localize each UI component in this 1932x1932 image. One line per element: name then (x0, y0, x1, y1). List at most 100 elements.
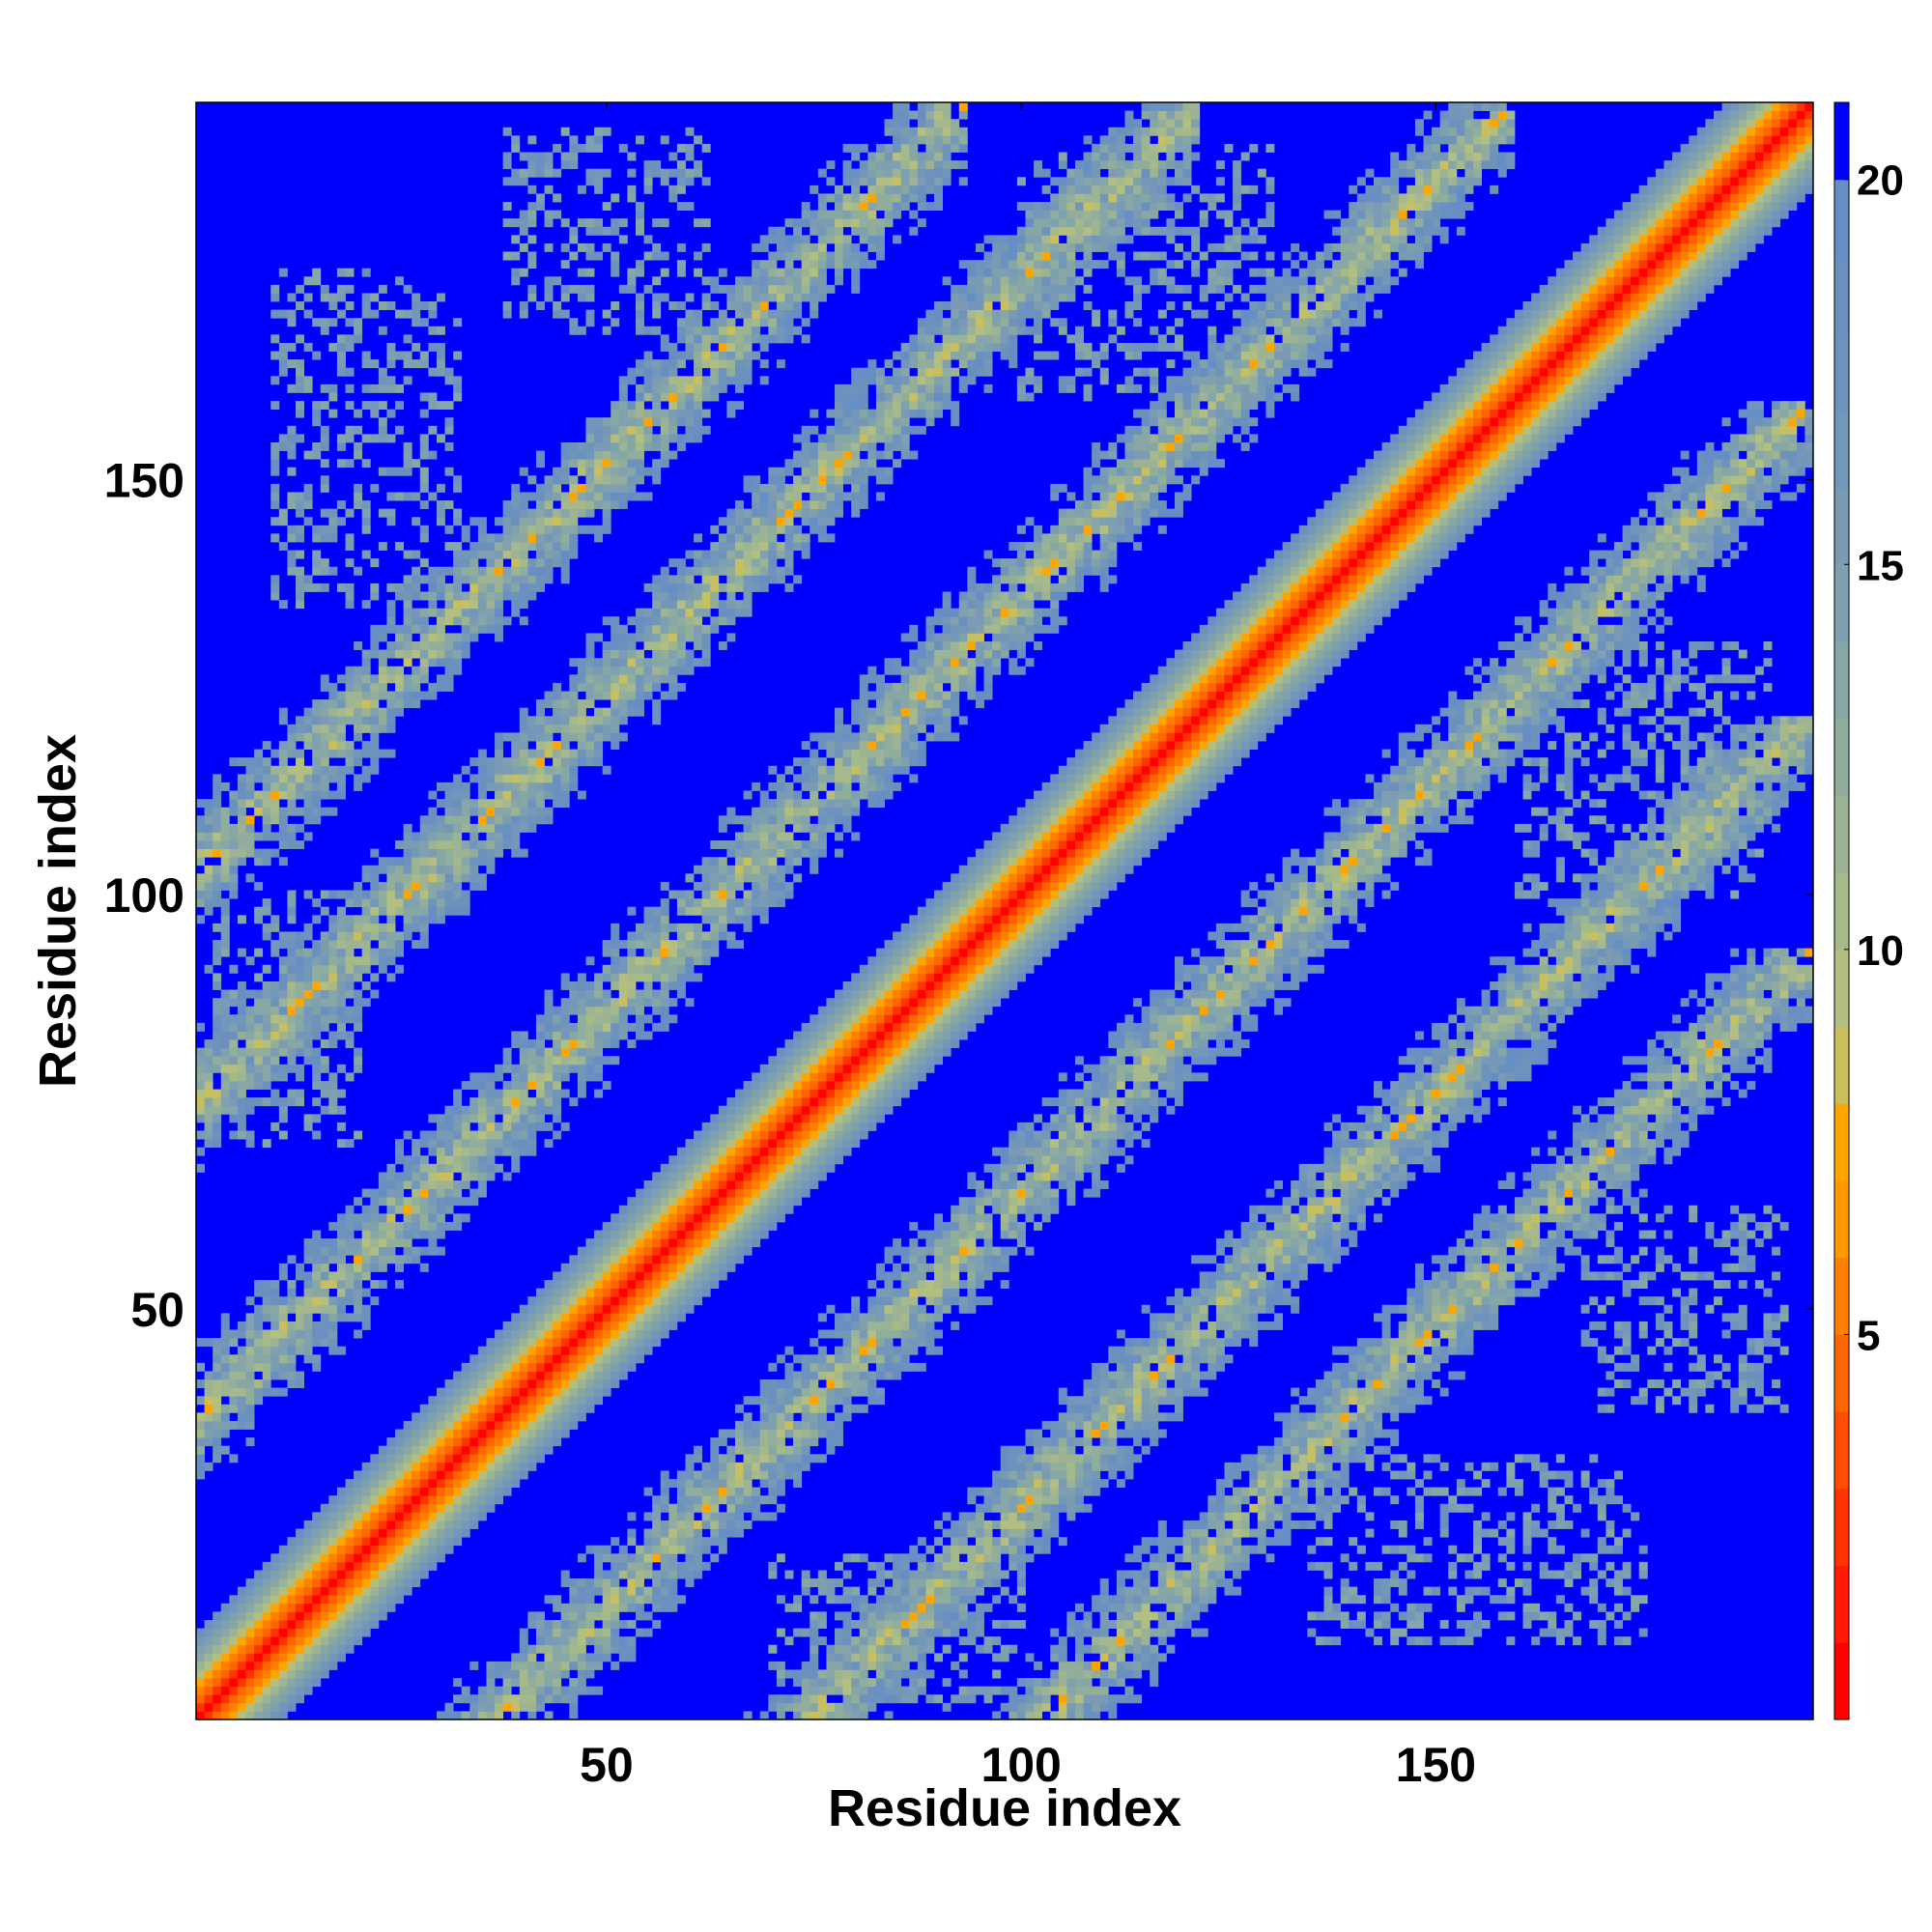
heatmap-cell (611, 1611, 620, 1621)
heatmap-cell (213, 1686, 222, 1695)
heatmap-cell (312, 1255, 322, 1264)
heatmap-cell (694, 1271, 703, 1281)
heatmap-cell (726, 1255, 736, 1264)
heatmap-cell (312, 1570, 322, 1579)
heatmap-cell (370, 1553, 380, 1563)
heatmap-cell (287, 1702, 297, 1712)
heatmap-cell (461, 1462, 470, 1471)
heatmap-cell (511, 550, 521, 559)
heatmap-cell (618, 964, 628, 974)
heatmap-cell (213, 1056, 222, 1065)
heatmap-cell (419, 1445, 429, 1455)
heatmap-cell (436, 1429, 445, 1438)
heatmap-cell (328, 392, 338, 402)
heatmap-cell (685, 649, 695, 659)
heatmap-cell (287, 807, 297, 816)
heatmap-cell (585, 699, 595, 709)
heatmap-cell (287, 1636, 297, 1646)
heatmap-cell (486, 1445, 496, 1455)
heatmap-cell (336, 1346, 346, 1355)
heatmap-cell (611, 1578, 620, 1588)
heatmap-cell (412, 616, 421, 626)
heatmap-cell (577, 1072, 586, 1082)
heatmap-cell (527, 716, 537, 725)
heatmap-cell (718, 268, 727, 277)
heatmap-cell (328, 301, 338, 311)
heatmap-cell (685, 326, 695, 335)
heatmap-cell (254, 1661, 264, 1670)
heatmap-cell (453, 1462, 463, 1471)
heatmap-cell (635, 210, 644, 219)
heatmap-cell (594, 1064, 604, 1073)
heatmap-cell (676, 392, 686, 402)
heatmap-cell (544, 575, 554, 584)
heatmap-cell (511, 1313, 521, 1322)
heatmap-cell (569, 459, 579, 469)
heatmap-cell (668, 616, 678, 626)
heatmap-cell (676, 1263, 686, 1272)
heatmap-cell (627, 906, 637, 916)
heatmap-cell (652, 658, 662, 668)
heatmap-cell (296, 948, 304, 957)
heatmap-cell (220, 815, 230, 825)
heatmap-cell (412, 890, 421, 899)
heatmap-cell (320, 1246, 329, 1256)
heatmap-cell (594, 1089, 604, 1098)
heatmap-cell (660, 1022, 669, 1032)
heatmap-cell (461, 799, 470, 809)
heatmap-cell (287, 1603, 297, 1612)
heatmap-cell (477, 1097, 487, 1107)
heatmap-cell (220, 1338, 230, 1348)
heatmap-cell (519, 1396, 528, 1406)
heatmap-cell (287, 1678, 297, 1688)
heatmap-cell (419, 467, 429, 476)
heatmap-cell (511, 1097, 521, 1107)
heatmap-cell (694, 1280, 703, 1289)
heatmap-cell (444, 1445, 454, 1455)
heatmap-cell (419, 1172, 429, 1181)
heatmap-cell (652, 1238, 662, 1248)
heatmap-cell (668, 168, 678, 178)
heatmap-cell (303, 1056, 313, 1065)
heatmap-cell (220, 781, 230, 791)
heatmap-cell (270, 915, 280, 924)
heatmap-cell (453, 318, 463, 327)
heatmap-cell (602, 989, 611, 999)
heatmap-cell (245, 1139, 255, 1149)
heatmap-cell (395, 1445, 405, 1455)
heatmap-cell (694, 624, 703, 634)
heatmap-cell (527, 1114, 537, 1123)
heatmap-cell (419, 666, 429, 675)
heatmap-cell (676, 1528, 686, 1538)
heatmap-cell (412, 641, 421, 650)
heatmap-cell (320, 1313, 329, 1322)
heatmap-cell (278, 1686, 288, 1695)
heatmap-cell (469, 832, 479, 841)
heatmap-cell (245, 1371, 255, 1380)
heatmap-cell (370, 682, 380, 692)
heatmap-cell (611, 1537, 620, 1547)
heatmap-cell (701, 1213, 711, 1223)
heatmap-cell (553, 550, 562, 559)
heatmap-cell (577, 1014, 586, 1024)
heatmap-cell (560, 1669, 570, 1679)
heatmap-cell (685, 616, 695, 626)
heatmap-cell (453, 1097, 463, 1107)
heatmap-cell (635, 691, 644, 700)
heatmap-cell (486, 774, 496, 783)
heatmap-cell (511, 508, 521, 518)
heatmap-cell (544, 517, 554, 526)
heatmap-cell (726, 301, 736, 311)
heatmap-cell (270, 459, 280, 469)
heatmap-cell (652, 591, 662, 601)
heatmap-cell (635, 1031, 644, 1040)
heatmap-cell (403, 1205, 412, 1214)
heatmap-cell (444, 807, 454, 816)
heatmap-cell (453, 600, 463, 610)
heatmap-cell (328, 1512, 338, 1521)
heatmap-cell (502, 1130, 512, 1140)
heatmap-cell (477, 848, 487, 858)
heatmap-cell (270, 1072, 280, 1082)
heatmap-cell (354, 1304, 363, 1314)
heatmap-cell (544, 500, 554, 510)
